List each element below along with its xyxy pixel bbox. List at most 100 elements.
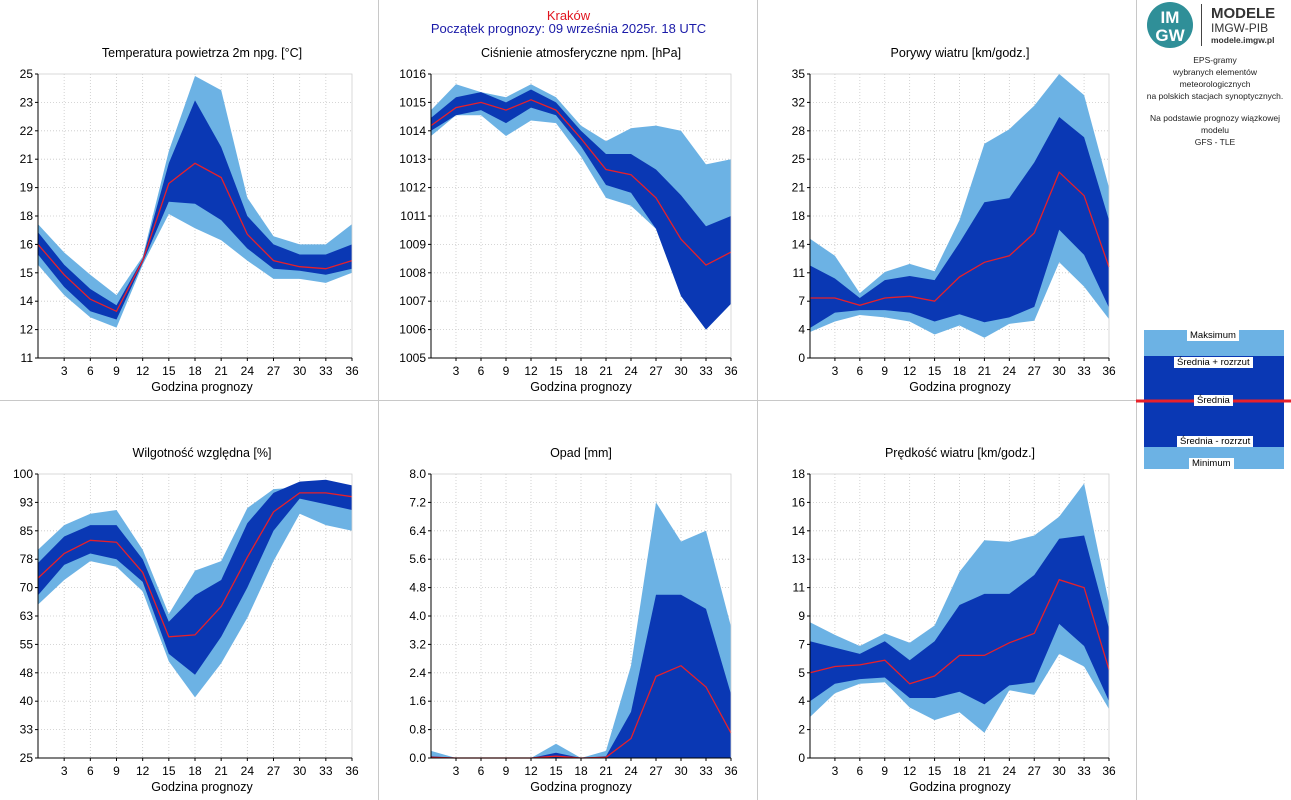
chart-1-mean-line bbox=[37, 162, 353, 313]
y-tick-label: 1009 bbox=[399, 237, 426, 251]
x-tick-label: 15 bbox=[549, 764, 563, 778]
y-tick-label: 0 bbox=[798, 751, 805, 765]
x-tick-label: 12 bbox=[903, 764, 917, 778]
description-line5: GFS - TLE bbox=[1194, 137, 1236, 147]
y-tick-label: 4.0 bbox=[409, 609, 426, 623]
x-tick-label: 3 bbox=[453, 364, 460, 378]
y-tick-label: 1011 bbox=[400, 209, 426, 223]
y-tick-label: 1013 bbox=[399, 152, 426, 166]
x-tick-label: 30 bbox=[1052, 764, 1066, 778]
x-tick-label: 24 bbox=[1003, 364, 1017, 378]
y-tick-label: 25 bbox=[20, 751, 34, 765]
description-line4: Na podstawie prognozy wiązkowej modelu bbox=[1150, 113, 1280, 135]
chart-2: 1005 1006 1007 1008 1009 1011 1012 1013 1014 1015… bbox=[399, 46, 738, 394]
y-tick-label: 4.8 bbox=[409, 581, 426, 595]
x-tick-label: 9 bbox=[113, 764, 120, 778]
x-tick-label: 30 bbox=[674, 364, 688, 378]
y-tick-label: 25 bbox=[20, 67, 34, 81]
x-tick-label: 24 bbox=[624, 364, 638, 378]
x-tick-label: 27 bbox=[649, 364, 663, 378]
x-tick-label: 30 bbox=[674, 764, 688, 778]
x-tick-label: 18 bbox=[953, 764, 967, 778]
y-tick-label: 32 bbox=[792, 95, 806, 109]
chart-2-mean-line bbox=[430, 99, 732, 266]
chart-4-x-axis-label: Godzina prognozy bbox=[151, 780, 253, 794]
x-tick-label: 6 bbox=[478, 364, 485, 378]
y-tick-label: 13 bbox=[792, 552, 806, 566]
legend-label-mean: Średnia bbox=[1194, 395, 1233, 406]
x-tick-label: 36 bbox=[1102, 364, 1116, 378]
chart-4-title: Wilgotność względna [%] bbox=[133, 446, 272, 460]
y-tick-label: 40 bbox=[20, 694, 34, 708]
y-tick-label: 33 bbox=[20, 723, 34, 737]
description-line2: wybranych elementów meteorologicznych bbox=[1172, 67, 1258, 89]
x-tick-label: 36 bbox=[1102, 764, 1116, 778]
y-tick-label: 25 bbox=[792, 152, 806, 166]
y-tick-label: 5 bbox=[798, 666, 805, 680]
x-tick-label: 18 bbox=[188, 364, 202, 378]
x-tick-label: 12 bbox=[136, 364, 150, 378]
y-tick-label: 78 bbox=[20, 552, 34, 566]
y-tick-label: 48 bbox=[20, 666, 34, 680]
x-tick-label: 15 bbox=[549, 364, 563, 378]
y-tick-label: 28 bbox=[792, 124, 806, 138]
x-tick-label: 21 bbox=[978, 764, 992, 778]
y-tick-label: 14 bbox=[792, 524, 806, 538]
chart-1-spread-band bbox=[38, 100, 352, 320]
y-tick-label: 1015 bbox=[399, 95, 426, 109]
x-tick-label: 24 bbox=[241, 764, 255, 778]
x-tick-label: 30 bbox=[293, 764, 307, 778]
chart-6-mean-line bbox=[809, 578, 1110, 685]
x-tick-label: 33 bbox=[699, 764, 713, 778]
x-tick-label: 36 bbox=[724, 364, 738, 378]
legend-label-min: Minimum bbox=[1189, 458, 1234, 469]
y-tick-label: 0.8 bbox=[409, 723, 426, 737]
forecast-start: Początek prognozy: 09 września 2025r. 18… bbox=[430, 21, 707, 36]
x-tick-label: 12 bbox=[136, 764, 150, 778]
y-tick-label: 70 bbox=[20, 581, 34, 595]
x-tick-label: 30 bbox=[293, 364, 307, 378]
y-tick-label: 21 bbox=[792, 181, 806, 195]
chart-2-minmax-band bbox=[431, 84, 731, 330]
legend-label-max: Maksimum bbox=[1187, 330, 1239, 341]
x-tick-label: 9 bbox=[113, 364, 120, 378]
x-tick-label: 21 bbox=[599, 764, 613, 778]
x-tick-label: 6 bbox=[856, 364, 863, 378]
y-tick-label: 63 bbox=[20, 609, 34, 623]
x-tick-label: 21 bbox=[214, 764, 228, 778]
x-tick-label: 33 bbox=[699, 364, 713, 378]
x-tick-label: 9 bbox=[503, 364, 510, 378]
y-tick-label: 23 bbox=[20, 95, 34, 109]
y-tick-label: 16 bbox=[792, 495, 806, 509]
x-tick-label: 3 bbox=[832, 364, 839, 378]
x-tick-label: 30 bbox=[1052, 364, 1066, 378]
y-tick-label: 3.2 bbox=[409, 637, 426, 651]
x-tick-label: 18 bbox=[953, 364, 967, 378]
x-tick-label: 15 bbox=[928, 764, 942, 778]
y-tick-label: 15 bbox=[20, 266, 34, 280]
chart-4-spread-band bbox=[38, 479, 352, 675]
legend-label-mean-minus: Średnia - rozrzut bbox=[1177, 436, 1254, 447]
y-tick-label: 93 bbox=[20, 495, 34, 509]
x-tick-label: 33 bbox=[1077, 364, 1091, 378]
x-tick-label: 24 bbox=[624, 764, 638, 778]
x-tick-label: 33 bbox=[319, 764, 333, 778]
y-tick-label: 4 bbox=[798, 323, 805, 337]
y-tick-label: 11 bbox=[21, 351, 34, 365]
x-tick-label: 6 bbox=[87, 364, 94, 378]
y-tick-label: 16 bbox=[20, 237, 34, 251]
imgw-logo-emblem-icon bbox=[1147, 2, 1193, 48]
x-tick-label: 9 bbox=[881, 764, 888, 778]
description-line1: EPS-gramy bbox=[1193, 55, 1237, 65]
x-tick-label: 15 bbox=[162, 764, 176, 778]
y-tick-label: 8.0 bbox=[409, 467, 426, 481]
x-tick-label: 18 bbox=[574, 364, 588, 378]
x-tick-label: 3 bbox=[832, 764, 839, 778]
y-tick-label: 12 bbox=[20, 323, 34, 337]
logo-brand-line2: IMGW-PIB bbox=[1211, 21, 1268, 35]
y-tick-label: 1.6 bbox=[409, 694, 426, 708]
logo-url: modele.imgw.pl bbox=[1211, 35, 1274, 45]
